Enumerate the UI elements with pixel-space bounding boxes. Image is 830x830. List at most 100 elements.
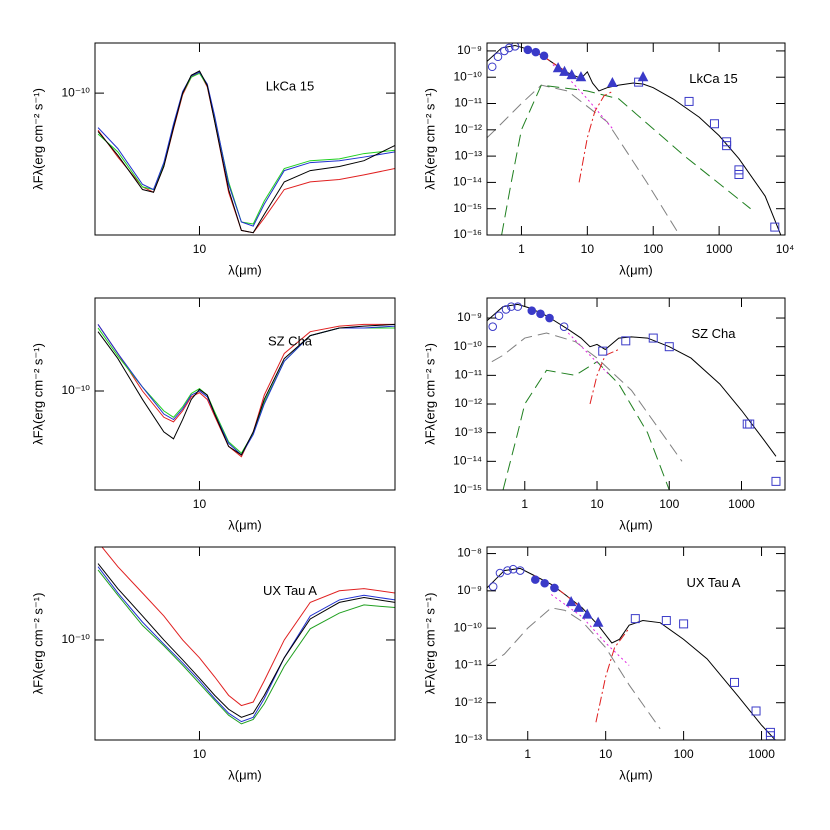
data-line (97, 566, 395, 723)
x-tick-label: 10⁴ (776, 242, 795, 256)
data-point (664, 342, 674, 352)
data-point (488, 322, 498, 331)
y-tick-label: 10⁻⁹ (457, 43, 482, 57)
y-tick-label: 10⁻¹² (454, 122, 482, 136)
y-tick-label: 10⁻¹² (454, 396, 482, 410)
data-point (684, 96, 694, 106)
y-tick-label: 10⁻¹⁶ (453, 227, 482, 241)
y-tick-label: 10⁻¹¹ (454, 96, 482, 110)
data-line (595, 627, 630, 723)
data-point (745, 419, 755, 429)
data-point (493, 52, 503, 62)
data-point (510, 43, 520, 51)
data-point (495, 568, 505, 578)
x-axis-label: λ(μm) (228, 262, 261, 277)
plot-area (487, 43, 782, 235)
y-tick-label: 10⁻¹³ (454, 425, 482, 439)
axes-frame (94, 546, 396, 741)
data-point (501, 305, 511, 314)
x-axis-label: λ(μm) (619, 517, 652, 532)
data-line (97, 569, 395, 725)
annotation: UX Tau A (686, 575, 740, 590)
axes-frame (486, 297, 786, 491)
data-point (539, 51, 549, 61)
x-tick-label: 10 (193, 242, 207, 256)
data-line (97, 323, 395, 458)
data-point (494, 311, 504, 321)
data-point (575, 71, 587, 82)
x-tick-label: 10 (599, 747, 613, 761)
data-point (531, 575, 540, 584)
data-point (545, 313, 554, 323)
data-point (566, 69, 578, 80)
y-tick-label: 10⁻⁹ (457, 583, 482, 597)
annotation: SZ Cha (268, 334, 313, 349)
data-point (573, 601, 584, 612)
data-line (97, 71, 395, 227)
x-tick-label: 1000 (728, 497, 755, 511)
annotation: LkCa 15 (689, 71, 737, 86)
x-tick-label: 1000 (706, 242, 733, 256)
y-tick-label: 10⁻⁸ (457, 546, 482, 560)
data-point (500, 46, 509, 56)
y-tick-label: 10⁻¹³ (454, 148, 482, 162)
data-point (515, 566, 525, 575)
x-tick-label: 100 (643, 242, 663, 256)
y-tick-label: 10⁻¹³ (454, 732, 482, 746)
data-line (97, 72, 395, 225)
x-tick-label: 10 (193, 497, 207, 511)
data-point (771, 476, 781, 486)
data-point (581, 608, 593, 619)
data-line (97, 71, 395, 234)
data-point (765, 731, 775, 740)
y-tick-label: 10⁻¹⁰ (62, 632, 91, 646)
data-line (97, 563, 395, 718)
data-point (550, 583, 559, 593)
x-tick-label: 1 (518, 242, 525, 256)
x-tick-label: 10 (581, 242, 595, 256)
data-point (734, 165, 744, 175)
x-tick-label: 1000 (748, 747, 775, 761)
data-point (661, 616, 671, 626)
data-line (97, 323, 395, 456)
y-tick-label: 10⁻¹⁵ (453, 482, 482, 496)
data-point (536, 309, 545, 319)
x-axis-label: λ(μm) (619, 767, 652, 782)
axes-frame (486, 546, 786, 741)
data-line (550, 594, 630, 666)
plot-area (97, 70, 395, 234)
x-axis-label: λ(μm) (228, 517, 261, 532)
data-point (487, 62, 497, 72)
data-point (621, 336, 631, 346)
plot-area (97, 323, 395, 458)
axes-frame (94, 42, 396, 236)
y-tick-label: 10⁻¹² (454, 695, 482, 709)
plot-area (487, 564, 776, 740)
y-tick-label: 10⁻¹⁰ (62, 383, 91, 397)
axes-frame (486, 42, 786, 236)
annotation: LkCa 15 (266, 79, 314, 94)
y-axis-label: λFλ(erg cm⁻² s⁻¹) (422, 593, 437, 695)
data-point (709, 119, 719, 129)
y-tick-label: 10⁻⁹ (457, 310, 482, 324)
data-point (630, 614, 640, 624)
y-tick-label: 10⁻¹¹ (454, 368, 482, 382)
data-point (504, 43, 514, 53)
data-point (506, 302, 516, 311)
data-point (527, 306, 537, 316)
data-point (503, 566, 512, 575)
data-line (578, 90, 614, 183)
x-tick-label: 100 (674, 747, 694, 761)
data-line (501, 84, 751, 235)
data-point (540, 578, 549, 588)
data-line (589, 349, 619, 405)
data-line (487, 567, 776, 740)
data-point (648, 333, 658, 343)
y-tick-label: 10⁻¹⁰ (454, 620, 483, 634)
data-point (722, 141, 732, 151)
data-point (634, 77, 644, 87)
data-point (513, 302, 523, 311)
x-axis-label: λ(μm) (228, 767, 261, 782)
x-tick-label: 100 (659, 497, 679, 511)
